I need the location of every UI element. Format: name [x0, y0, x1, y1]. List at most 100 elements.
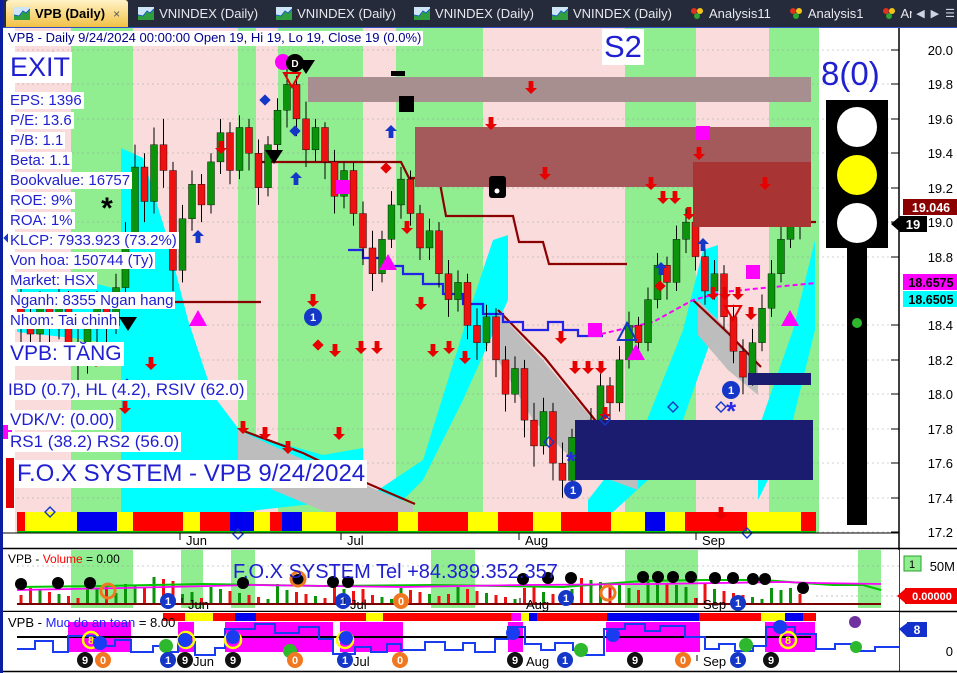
- safety-row-circle-black: [763, 652, 779, 668]
- info-pin: [304, 308, 322, 326]
- candle-body: [482, 316, 491, 343]
- red-down-arrow: [669, 191, 681, 204]
- volume-bar: [352, 591, 355, 604]
- blue-open-diamond: [44, 506, 56, 518]
- info-pin: [564, 481, 582, 499]
- tab-bar: VPB (Daily) × VNINDEX (Daily) VNINDEX (Dail…: [3, 0, 957, 28]
- volume-bar: [57, 594, 61, 604]
- month-label: Jul: [347, 533, 364, 548]
- candle-body: [197, 184, 206, 206]
- info-pin-number: 1: [310, 312, 316, 324]
- tab-analysis11-5[interactable]: Analysis11: [682, 0, 779, 27]
- tab-vnindex-daily--2[interactable]: VNINDEX (Daily): [268, 0, 404, 27]
- volume-bar: [238, 593, 241, 604]
- volume-bar: [276, 584, 279, 604]
- red-down-arrow: [329, 344, 341, 357]
- ribbon-segment: [747, 512, 801, 531]
- volume-bar: [447, 594, 450, 604]
- tab-vnindex-daily--3[interactable]: VNINDEX (Daily): [406, 0, 542, 27]
- volume-bar: [665, 583, 669, 604]
- ribbon-segment: [183, 512, 200, 531]
- tab-label: VNINDEX (Daily): [435, 6, 534, 21]
- blue-up-arrow: [655, 262, 667, 275]
- volume-bar: [608, 584, 612, 604]
- candle-body: [425, 230, 434, 249]
- volume-bar: [29, 588, 32, 604]
- black-asterisk-icon: *: [101, 192, 113, 225]
- fox-tel-label: F.O.X SYSTEM Tel +84.389.352.357: [233, 561, 558, 583]
- safety-ribbon-segment: [607, 613, 699, 621]
- candle-body: [273, 110, 282, 145]
- tab-vnindex-daily--1[interactable]: VNINDEX (Daily): [130, 0, 266, 27]
- volume-bar: [133, 586, 137, 604]
- volume-black-dot: [542, 572, 554, 584]
- chart-header: VPB - Daily 9/24/2024 00:00:00 Open 19, …: [6, 30, 424, 46]
- red-down-arrow: [525, 81, 537, 94]
- tab-scroll-right-icon[interactable]: ▶: [930, 8, 940, 20]
- header-part: VPB -: [8, 552, 43, 566]
- volume-bar: [371, 595, 374, 604]
- tab-vpb-daily--0[interactable]: VPB (Daily) ×: [6, 0, 129, 27]
- volume-bar: [266, 599, 270, 604]
- signal-box-dred: [693, 162, 811, 227]
- vdkv-line: VDK/V: (0.00): [8, 410, 117, 430]
- candle-body: [368, 247, 377, 274]
- volume-bar: [152, 577, 156, 604]
- safety-green-dot: [739, 638, 753, 652]
- volume-black-dot: [667, 571, 679, 583]
- info-line: Nhom: Tai chinh: [8, 312, 120, 329]
- safety-ribbon-segment: [521, 613, 529, 621]
- volume-bar: [190, 592, 194, 604]
- ribbon-segment: [498, 512, 533, 531]
- volume-bar: [760, 599, 764, 604]
- price-tag: [903, 291, 957, 307]
- month-label: Aug: [526, 654, 549, 669]
- price-tick-label: 19.2: [928, 181, 953, 196]
- volume-bar: [304, 594, 308, 604]
- candle-body: [615, 359, 624, 404]
- candle-body: [644, 299, 652, 343]
- safety-row-circle-orange: [287, 652, 303, 668]
- volume-bar: [722, 591, 726, 604]
- volume-black-dot: [237, 577, 249, 589]
- volume-bar: [551, 594, 555, 604]
- safety-ribbon-segment: [185, 613, 213, 621]
- volume-bar: [646, 579, 650, 604]
- tab-nav-icons[interactable]: ◀ ▶ ☰: [912, 7, 955, 20]
- ribbon-segment: [398, 512, 418, 531]
- magenta-square: [3, 425, 12, 439]
- header-part: = 8.00: [135, 615, 176, 630]
- blue-asterisk-icon: *: [566, 446, 577, 476]
- chart-canvas[interactable]: 111***D20.019.819.619.419.219.018.818.41…: [3, 28, 957, 673]
- safety-row-circle-black: [627, 652, 643, 668]
- volume-axis-50m: 50M: [930, 559, 955, 574]
- safety-row-circle-orange: [95, 652, 111, 668]
- d-circle-letter: D: [291, 59, 298, 70]
- safety-blue-dot: [93, 636, 107, 650]
- candle-body: [435, 230, 443, 274]
- safety-ribbon-segment: [511, 613, 521, 621]
- volume-bar: [656, 581, 659, 604]
- ribbon-segment: [117, 512, 133, 531]
- zero-tag-value: 0.00000: [912, 591, 952, 603]
- volume-black-dot: [565, 572, 577, 584]
- analysis-icon: [882, 8, 895, 19]
- red-down-arrow: [215, 141, 227, 154]
- tab-analysis1-6[interactable]: Analysis1: [781, 0, 872, 27]
- candle-body: [511, 368, 519, 395]
- marker-number: 0: [398, 596, 404, 608]
- volume-bar: [684, 587, 688, 604]
- orange-donut-marker: [289, 570, 307, 588]
- info-line: KLCP: 7933.923 (73.2%): [8, 232, 179, 249]
- tab-menu-icon[interactable]: ☰: [945, 8, 955, 20]
- month-label: Jul: [350, 597, 367, 612]
- tab-close-icon[interactable]: ×: [113, 6, 121, 21]
- red-diamond-dot: [312, 339, 324, 351]
- price-tick-label: 18.4: [928, 318, 953, 333]
- safety-row-number: 0: [100, 655, 106, 667]
- orange-zero-marker: [393, 593, 409, 609]
- volume-bar: [504, 597, 507, 604]
- volume-black-dot: [685, 571, 697, 583]
- tab-scroll-left-icon[interactable]: ◀: [916, 8, 925, 20]
- tab-vnindex-daily--4[interactable]: VNINDEX (Daily): [544, 0, 680, 27]
